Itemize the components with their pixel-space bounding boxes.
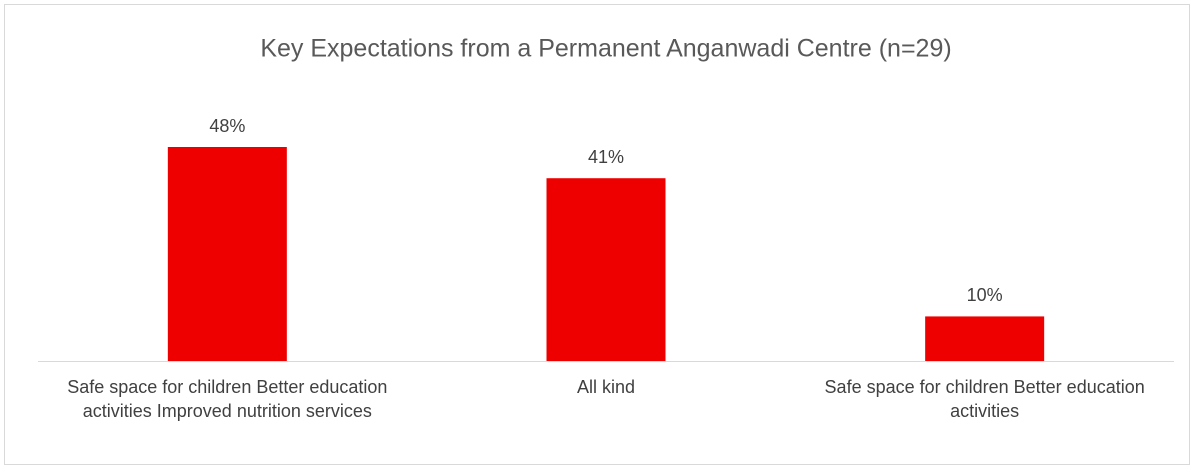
bar	[925, 316, 1045, 361]
data-label: 41%	[588, 147, 624, 167]
data-label: 48%	[209, 116, 245, 136]
x-tick-label: All kind	[576, 377, 636, 397]
bar	[546, 178, 666, 361]
bar	[167, 147, 287, 361]
data-label: 10%	[967, 285, 1003, 305]
chart-title: Key Expectations from a Permanent Anganw…	[260, 35, 951, 63]
x-tick-label: Safe space for children Better education…	[824, 377, 1145, 421]
x-tick-label: Safe space for children Better education…	[67, 377, 388, 421]
